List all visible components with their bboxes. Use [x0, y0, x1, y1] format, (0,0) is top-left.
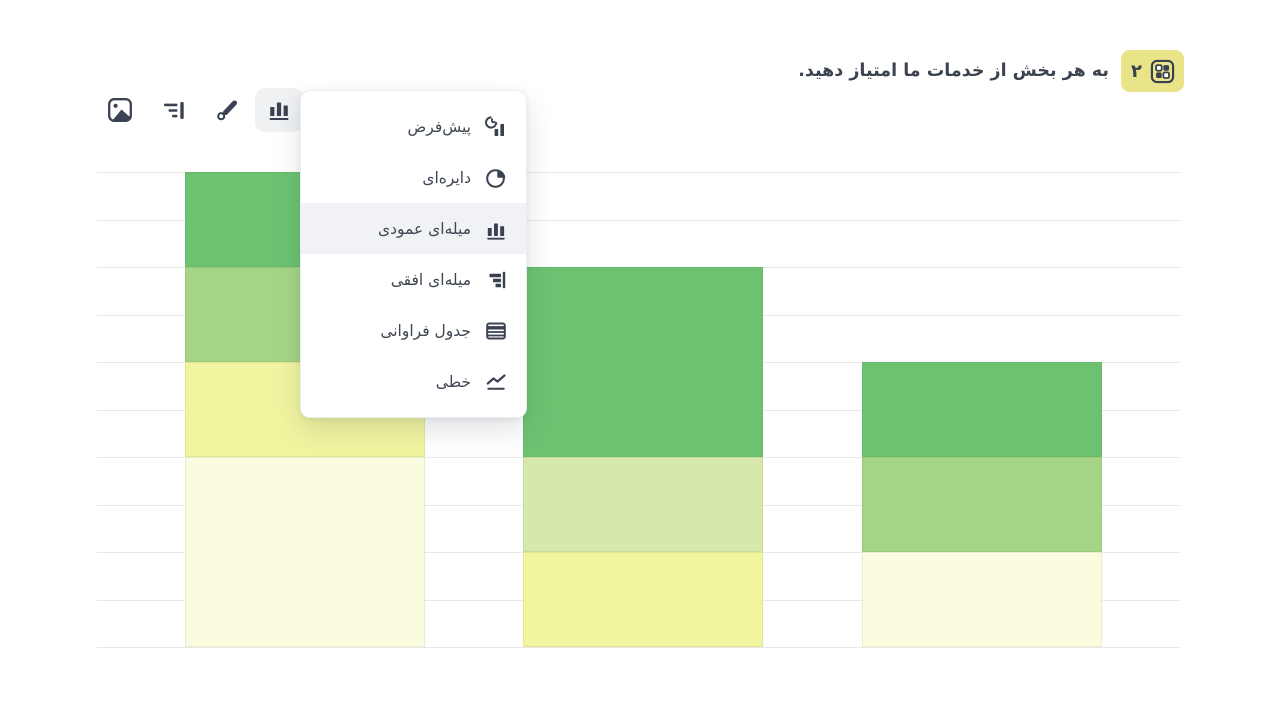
- stacked-bar-chart: [97, 172, 1180, 648]
- vertical-bar-chart-icon: [487, 223, 505, 240]
- bar-segment: [862, 362, 1102, 457]
- chart-type-menu: پیش‌فرض دایره‌ای میله‌ای عمودی: [300, 90, 527, 418]
- menu-item-line[interactable]: خطی: [301, 356, 526, 407]
- bar-segment: [523, 457, 763, 552]
- toolbar-chart-type-button[interactable]: [255, 88, 303, 132]
- bar-segment: [523, 552, 763, 647]
- question-header: به هر بخش از خدمات ما امتیاز دهید. ۲: [798, 50, 1184, 92]
- menu-item-label: دایره‌ای: [422, 168, 471, 187]
- question-badge: ۲: [1121, 50, 1184, 92]
- question-title: به هر بخش از خدمات ما امتیاز دهید.: [798, 61, 1109, 81]
- toolbar-style-button[interactable]: [202, 88, 250, 132]
- question-number: ۲: [1131, 61, 1142, 82]
- image-icon: [108, 98, 132, 122]
- line-chart-icon: [486, 373, 506, 390]
- bar-segment: [185, 457, 425, 647]
- menu-item-label: میله‌ای عمودی: [377, 219, 471, 238]
- bar-segment: [523, 267, 763, 457]
- menu-item-label: خطی: [435, 372, 471, 391]
- menu-item-default[interactable]: پیش‌فرض: [301, 101, 526, 152]
- stacked-bar: [862, 362, 1102, 647]
- list-filter-icon: [163, 101, 184, 119]
- gridline: [97, 219, 1180, 221]
- bar-segment: [862, 457, 1102, 552]
- menu-item-horizontal-bar[interactable]: میله‌ای افقی: [301, 254, 526, 305]
- gridline: [97, 647, 1180, 648]
- menu-item-label: میله‌ای افقی: [390, 270, 471, 289]
- menu-item-frequency-table[interactable]: جدول فراوانی: [301, 305, 526, 356]
- default-chart-icon: [485, 115, 504, 136]
- menu-item-vertical-bar[interactable]: میله‌ای عمودی: [301, 203, 526, 254]
- menu-item-label: جدول فراوانی: [380, 321, 471, 340]
- bar-chart-icon: [269, 102, 289, 120]
- brush-icon: [217, 100, 237, 121]
- pie-chart-icon: [486, 168, 506, 188]
- menu-item-pie[interactable]: دایره‌ای: [301, 152, 526, 203]
- bar-segment: [862, 552, 1102, 647]
- frequency-table-icon: [486, 322, 506, 339]
- menu-item-label: پیش‌فرض: [407, 117, 471, 136]
- toolbar-image-button[interactable]: [96, 88, 144, 132]
- gridline: [97, 172, 1180, 173]
- chart-toolbar: [96, 88, 308, 132]
- horizontal-bar-chart-icon: [489, 271, 506, 288]
- stacked-bar: [523, 267, 763, 647]
- toolbar-order-button[interactable]: [149, 88, 197, 132]
- matrix-question-icon: [1150, 59, 1175, 83]
